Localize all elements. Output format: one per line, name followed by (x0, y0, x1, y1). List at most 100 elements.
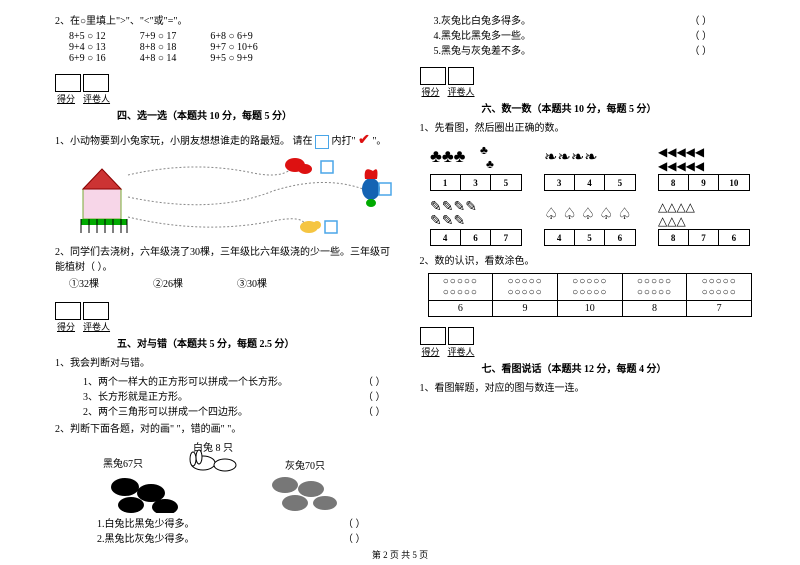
s4q1-end: "。 (372, 136, 386, 147)
numbox-row-1: 135 345 8910 (430, 174, 761, 191)
svg-text:✎✎✎: ✎✎✎ (430, 214, 465, 227)
dots-cell: ○○○○○○○○○○ (623, 274, 688, 300)
paren: （ ） (343, 530, 366, 545)
num: 7 (491, 230, 520, 245)
svg-text:◀◀◀◀◀: ◀◀◀◀◀ (658, 145, 705, 159)
fill-row-1: 8+5 ○ 12 7+9 ○ 17 6+8 ○ 6+9 (69, 31, 396, 42)
cont-row: 4.黑兔比黑兔多一些。（ ） (434, 27, 761, 42)
score-row-4 (420, 327, 761, 345)
dots-cell: ○○○○○○○○○○ (558, 274, 623, 300)
num: 1 (431, 175, 461, 190)
s4q2-opts: ①32棵 ②26棵 ③30棵 (69, 277, 396, 292)
fill-cell: 6+9 ○ 16 (69, 53, 106, 64)
cont-item: 5.黑兔与灰兔差不多。 (434, 42, 532, 57)
grader-box (448, 67, 474, 85)
s7q1-stem: 1、看图解题，对应的图与数连一连。 (420, 381, 761, 396)
score-box (55, 74, 81, 92)
tf-row: 2.黑兔比灰兔少得多。 （ ） (97, 530, 396, 545)
cont-row: 3.灰兔比白兔多得多。（ ） (434, 12, 761, 27)
left-column: 2、在○里填上">"、"<"或"="。 8+5 ○ 12 7+9 ○ 17 6+… (55, 12, 396, 545)
tf-item: 2.黑兔比灰兔少得多。 (97, 530, 195, 545)
tf-item: 1.白兔比黑兔少得多。 (97, 515, 195, 530)
score-row-2 (55, 302, 396, 320)
black-rabbit-label: 黑兔67只 (103, 457, 143, 470)
color-num: 6 (429, 301, 494, 316)
tf-row: 1.白兔比黑兔少得多。（ ） (97, 515, 396, 530)
score-label: 得分 (422, 345, 440, 358)
score-label: 得分 (57, 320, 75, 333)
paren: （ ） (363, 373, 386, 388)
svg-text:△△△△: △△△△ (658, 200, 696, 214)
score-label: 得分 (57, 92, 75, 105)
tf-item: 2、两个三角形可以拼成一个四边形。 (83, 403, 248, 418)
num: 8 (659, 230, 689, 245)
fill-cell: 9+4 ○ 13 (69, 42, 106, 53)
fill-row-2: 9+4 ○ 13 8+8 ○ 18 9+7 ○ 10+6 (69, 42, 396, 53)
num: 4 (431, 230, 461, 245)
svg-text:♣: ♣ (480, 143, 488, 157)
svg-text:◀◀◀◀◀: ◀◀◀◀◀ (658, 159, 705, 172)
opt: ③30棵 (237, 277, 267, 292)
color-num: 9 (493, 301, 558, 316)
cont-row: 5.黑兔与灰兔差不多。（ ） (434, 42, 761, 57)
grader-box (448, 327, 474, 345)
section-4-title: 四、选一选（本题共 10 分，每题 5 分） (117, 107, 396, 122)
num-box: 456 (544, 229, 636, 246)
rabbits-image: 白兔 8 只 黑兔67只 灰兔70只 (85, 441, 396, 513)
paren: （ ） (690, 12, 713, 27)
num-box: 8910 (658, 174, 750, 191)
fill-cell: 4+8 ○ 14 (140, 53, 177, 64)
tf-item: 1、两个一样大的正方形可以拼成一个长方形。 (83, 373, 288, 388)
s5q2-stem: 2、判断下面各题，对的画" "，错的画" "。 (55, 422, 396, 437)
house-paths-image (73, 155, 396, 241)
fill-row-3: 6+9 ○ 16 4+8 ○ 14 9+5 ○ 9+9 (69, 53, 396, 64)
color-num: 7 (687, 301, 751, 316)
s6q2-stem: 2、数的认识，看数涂色。 (420, 254, 761, 269)
fish-icon: ◀◀◀◀◀◀◀◀◀◀ (658, 142, 750, 172)
svg-text:♤ ♤ ♤ ♤ ♤: ♤ ♤ ♤ ♤ ♤ (544, 206, 632, 223)
num: 8 (659, 175, 689, 190)
feather-icon: ✎✎✎✎✎✎✎ (430, 197, 522, 227)
leaf-icon: ❧❧❧❧ (544, 142, 636, 172)
numbox-row-2: 467 456 876 (430, 229, 761, 246)
section-6-title: 六、数一数（本题共 10 分，每题 5 分） (482, 100, 761, 115)
count-row-1: ♣♣♣♣♣ ❧❧❧❧ ◀◀◀◀◀◀◀◀◀◀ (430, 142, 761, 172)
grader-label: 评卷人 (448, 345, 475, 358)
section-7-title: 七、看图说话（本题共 12 分，每题 4 分） (482, 360, 761, 375)
fill-cell: 6+8 ○ 6+9 (210, 31, 252, 42)
svg-text:♣: ♣ (486, 157, 494, 171)
num-box: 135 (430, 174, 522, 191)
num: 4 (575, 175, 605, 190)
num: 4 (545, 230, 575, 245)
grader-label: 评卷人 (83, 320, 110, 333)
dots-cell: ○○○○○○○○○○ (429, 274, 494, 300)
dots-cell: ○○○○○○○○○○ (687, 274, 751, 300)
score-row-3 (420, 67, 761, 85)
cont-item: 4.黑兔比黑兔多一些。 (434, 27, 532, 42)
s4q1-row: 1、小动物要到小兔家玩，小朋友想想谁走的路最短。 请在 内打" ✔ "。 (55, 130, 396, 151)
s4q2-stem: 2、同学们去浇树，六年级浇了30棵，三年级比六年级浇的少一些。三年级可能植树（ … (55, 245, 396, 275)
fill-cell: 7+9 ○ 17 (140, 31, 177, 42)
num: 3 (461, 175, 491, 190)
num: 5 (491, 175, 520, 190)
grader-box (83, 74, 109, 92)
num: 6 (605, 230, 634, 245)
paren: （ ） (363, 403, 386, 418)
tf-item: 3、长方形就是正方形。 (83, 388, 188, 403)
svg-text:△△△: △△△ (658, 214, 686, 227)
s5q1-stem: 1、我会判断对与错。 (55, 356, 396, 371)
count-row-2: ✎✎✎✎✎✎✎ ♤ ♤ ♤ ♤ ♤ △△△△△△△ (430, 197, 761, 227)
q2-stem: 2、在○里填上">"、"<"或"="。 (55, 14, 396, 29)
checkmark-icon: ✔ (358, 133, 370, 148)
paren: （ ） (363, 388, 386, 403)
num: 6 (461, 230, 491, 245)
triangle-icon: △△△△△△△ (658, 197, 750, 227)
opt: ①32棵 (69, 277, 99, 292)
score-label: 得分 (422, 85, 440, 98)
score-row (55, 74, 396, 92)
color-num: 10 (558, 301, 623, 316)
num-box: 345 (544, 174, 636, 191)
num: 6 (719, 230, 748, 245)
score-box (420, 67, 446, 85)
right-column: 3.灰兔比白兔多得多。（ ） 4.黑兔比黑兔多一些。（ ） 5.黑兔与灰兔差不多… (420, 12, 761, 545)
